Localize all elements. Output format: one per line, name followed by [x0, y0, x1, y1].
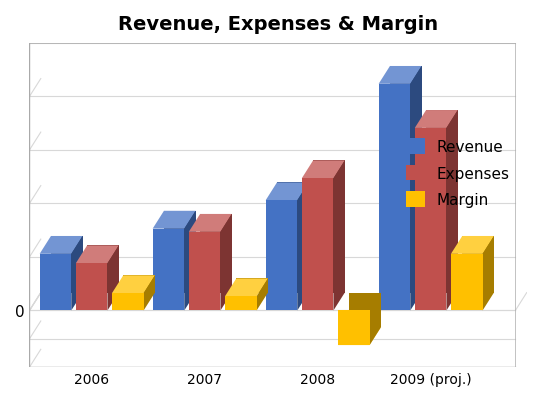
- Polygon shape: [51, 236, 82, 293]
- Polygon shape: [451, 236, 494, 254]
- Polygon shape: [266, 183, 309, 201]
- Polygon shape: [153, 229, 184, 311]
- Polygon shape: [123, 275, 155, 293]
- Polygon shape: [349, 293, 381, 328]
- Polygon shape: [415, 111, 458, 129]
- Polygon shape: [266, 201, 298, 311]
- Polygon shape: [164, 211, 196, 293]
- Polygon shape: [87, 246, 119, 293]
- Polygon shape: [390, 67, 422, 293]
- Polygon shape: [189, 215, 232, 232]
- Polygon shape: [415, 129, 447, 311]
- Polygon shape: [153, 211, 196, 229]
- Polygon shape: [40, 254, 72, 311]
- Polygon shape: [302, 179, 333, 311]
- Polygon shape: [40, 236, 82, 254]
- Polygon shape: [302, 161, 345, 179]
- Polygon shape: [313, 161, 345, 293]
- Polygon shape: [257, 279, 268, 311]
- Polygon shape: [200, 215, 232, 293]
- Polygon shape: [221, 215, 232, 311]
- Polygon shape: [225, 297, 257, 311]
- Polygon shape: [462, 236, 494, 293]
- Polygon shape: [76, 246, 119, 263]
- Polygon shape: [370, 293, 381, 345]
- Polygon shape: [72, 236, 82, 311]
- Polygon shape: [225, 279, 268, 297]
- Polygon shape: [378, 67, 422, 85]
- Polygon shape: [107, 246, 119, 311]
- Polygon shape: [112, 294, 144, 311]
- Polygon shape: [112, 275, 155, 294]
- Polygon shape: [410, 67, 422, 311]
- Polygon shape: [76, 263, 107, 311]
- Title: Revenue, Expenses & Margin: Revenue, Expenses & Margin: [118, 15, 438, 34]
- Polygon shape: [426, 111, 458, 293]
- Polygon shape: [378, 85, 410, 311]
- Polygon shape: [338, 311, 370, 345]
- Polygon shape: [451, 254, 482, 311]
- Polygon shape: [338, 328, 381, 345]
- Legend: Revenue, Expenses, Margin: Revenue, Expenses, Margin: [400, 132, 516, 214]
- Polygon shape: [298, 183, 309, 311]
- Polygon shape: [333, 161, 345, 311]
- Polygon shape: [184, 211, 196, 311]
- Polygon shape: [482, 236, 494, 311]
- Polygon shape: [277, 183, 309, 293]
- Polygon shape: [236, 279, 268, 293]
- Polygon shape: [144, 275, 155, 311]
- Polygon shape: [447, 111, 458, 311]
- Polygon shape: [189, 232, 221, 311]
